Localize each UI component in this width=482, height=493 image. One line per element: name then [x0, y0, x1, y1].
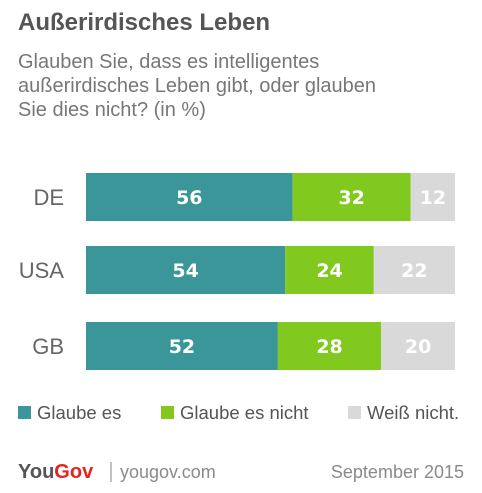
- legend-swatch: [18, 406, 31, 419]
- chart-title: Außerirdisches Leben: [18, 9, 270, 36]
- category-label: DE: [33, 185, 64, 210]
- value-labels: 56 32 12 54 24 22 52 28 20: [169, 187, 446, 358]
- legend: Glaube es Glaube es nicht Weiß nicht.: [18, 402, 459, 423]
- data-label: 28: [316, 336, 342, 358]
- bar-segment: [285, 246, 374, 294]
- footer-site: yougov.com: [120, 462, 216, 482]
- bar-segment: [410, 173, 455, 221]
- bar-segment: [292, 173, 411, 221]
- bar-segment: [381, 322, 455, 370]
- chart-subtitle: Glauben Sie, dass es intelligentesaußeri…: [18, 51, 376, 121]
- legend-label: Glaube es: [37, 402, 121, 423]
- data-label: 12: [420, 187, 446, 209]
- yougov-logo: YouGov: [18, 461, 94, 483]
- data-label: 32: [338, 187, 364, 209]
- footer: YouGov yougov.com September 2015: [18, 461, 464, 483]
- data-label: 20: [405, 336, 431, 358]
- legend-swatch: [161, 406, 174, 419]
- bar-segment: [86, 246, 286, 294]
- legend-label: Glaube es nicht: [180, 402, 309, 423]
- category-label: GB: [32, 334, 64, 359]
- footer-date: September 2015: [331, 462, 464, 482]
- data-label: 56: [176, 187, 202, 209]
- category-label: USA: [19, 258, 65, 283]
- subtitle-line: Glauben Sie, dass es intelligentes: [18, 51, 319, 73]
- bar-segments: [86, 173, 455, 370]
- data-label: 24: [316, 260, 342, 282]
- data-label: 54: [172, 260, 198, 282]
- subtitle-line: Sie dies nicht? (in %): [18, 99, 206, 121]
- bar-segment: [277, 322, 382, 370]
- bar-segment: [373, 246, 455, 294]
- legend-swatch: [348, 406, 361, 419]
- bar-segment: [86, 322, 278, 370]
- data-label: 52: [169, 336, 195, 358]
- subtitle-line: außerirdisches Leben gibt, oder glauben: [18, 75, 376, 97]
- bar-segment: [86, 173, 293, 221]
- category-labels: DE USA GB: [19, 185, 65, 359]
- legend-label: Weiß nicht.: [367, 402, 459, 423]
- data-label: 22: [401, 260, 427, 282]
